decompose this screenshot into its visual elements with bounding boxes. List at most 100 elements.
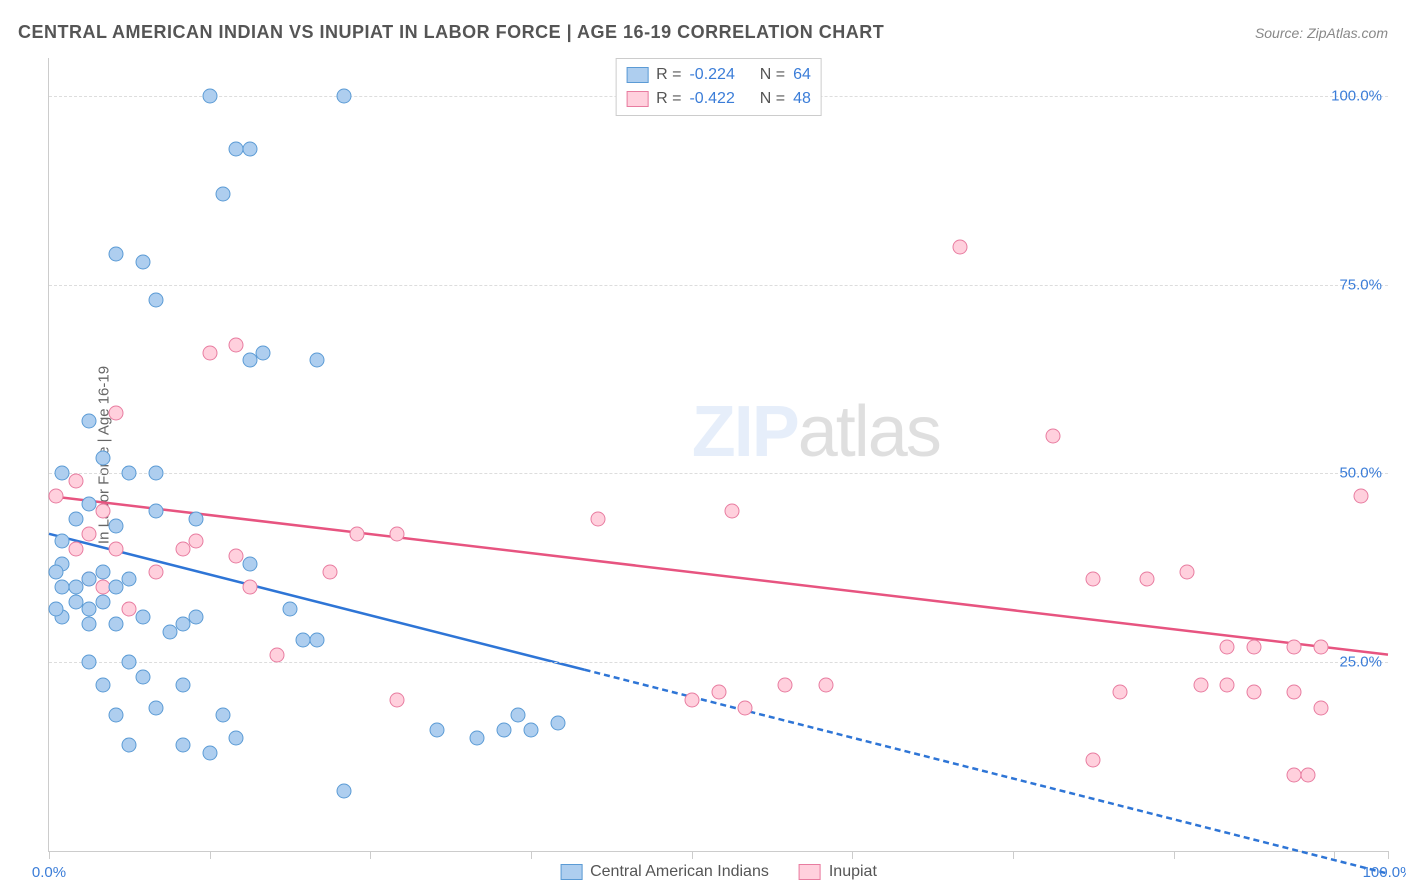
scatter-point-pink — [952, 239, 967, 254]
scatter-point-blue — [229, 730, 244, 745]
scatter-point-pink — [68, 541, 83, 556]
scatter-point-blue — [242, 141, 257, 156]
scatter-point-blue — [149, 292, 164, 307]
n-label: N = — [760, 63, 785, 87]
scatter-point-blue — [82, 602, 97, 617]
scatter-point-pink — [1287, 640, 1302, 655]
scatter-point-blue — [55, 466, 70, 481]
r-label: R = — [656, 87, 681, 111]
scatter-point-blue — [242, 557, 257, 572]
gridline-h — [49, 473, 1388, 474]
x-tick — [1388, 851, 1389, 859]
scatter-point-pink — [1086, 572, 1101, 587]
chart-area: In Labor Force | Age 16-19 25.0%50.0%75.… — [48, 58, 1388, 852]
legend-item-blue: Central American Indians — [560, 863, 769, 881]
scatter-point-pink — [189, 534, 204, 549]
scatter-point-blue — [149, 466, 164, 481]
scatter-point-blue — [108, 708, 123, 723]
r-value-pink: -0.422 — [689, 87, 734, 111]
scatter-point-pink — [1247, 685, 1262, 700]
chart-header: CENTRAL AMERICAN INDIAN VS INUPIAT IN LA… — [18, 22, 1388, 43]
x-tick — [49, 851, 50, 859]
chart-title: CENTRAL AMERICAN INDIAN VS INUPIAT IN LA… — [18, 22, 884, 43]
y-tick-label: 75.0% — [1339, 276, 1382, 293]
gridline-h — [49, 285, 1388, 286]
scatter-point-blue — [497, 723, 512, 738]
trend-lines-svg — [49, 58, 1388, 851]
scatter-point-pink — [95, 504, 110, 519]
scatter-point-pink — [1287, 685, 1302, 700]
scatter-point-blue — [189, 511, 204, 526]
legend-label-blue: Central American Indians — [590, 863, 769, 881]
swatch-pink — [799, 864, 821, 880]
scatter-point-pink — [48, 489, 63, 504]
scatter-point-pink — [175, 541, 190, 556]
scatter-point-blue — [309, 353, 324, 368]
scatter-point-pink — [108, 541, 123, 556]
scatter-point-pink — [1193, 677, 1208, 692]
y-tick-label: 25.0% — [1339, 654, 1382, 671]
trend-line — [585, 670, 1388, 874]
swatch-blue — [560, 864, 582, 880]
n-value-pink: 48 — [793, 87, 811, 111]
scatter-point-pink — [1086, 753, 1101, 768]
scatter-point-blue — [336, 783, 351, 798]
scatter-point-pink — [1046, 428, 1061, 443]
scatter-point-pink — [349, 526, 364, 541]
plot-region: 25.0%50.0%75.0%100.0%0.0%100.0% — [49, 58, 1388, 851]
scatter-point-pink — [1220, 677, 1235, 692]
scatter-point-pink — [68, 473, 83, 488]
scatter-point-pink — [684, 692, 699, 707]
swatch-pink — [626, 91, 648, 107]
scatter-point-pink — [149, 564, 164, 579]
x-tick — [852, 851, 853, 859]
scatter-point-blue — [524, 723, 539, 738]
scatter-point-pink — [1113, 685, 1128, 700]
scatter-point-blue — [216, 186, 231, 201]
scatter-point-blue — [122, 655, 137, 670]
scatter-point-blue — [68, 579, 83, 594]
scatter-point-pink — [1139, 572, 1154, 587]
stats-legend-box: R = -0.224 N = 64 R = -0.422 N = 48 — [615, 58, 822, 116]
n-value-blue: 64 — [793, 63, 811, 87]
scatter-point-pink — [711, 685, 726, 700]
x-tick — [1334, 851, 1335, 859]
scatter-point-blue — [95, 594, 110, 609]
scatter-point-blue — [175, 738, 190, 753]
scatter-point-blue — [309, 632, 324, 647]
swatch-blue — [626, 67, 648, 83]
scatter-point-blue — [68, 511, 83, 526]
scatter-point-pink — [323, 564, 338, 579]
scatter-point-blue — [135, 254, 150, 269]
scatter-point-pink — [1354, 489, 1369, 504]
scatter-point-blue — [202, 88, 217, 103]
scatter-point-blue — [108, 579, 123, 594]
scatter-point-blue — [242, 353, 257, 368]
scatter-point-blue — [430, 723, 445, 738]
x-tick — [1174, 851, 1175, 859]
x-tick-label: 0.0% — [32, 864, 66, 881]
n-label: N = — [760, 87, 785, 111]
scatter-point-blue — [550, 715, 565, 730]
scatter-point-pink — [1300, 768, 1315, 783]
x-tick — [370, 851, 371, 859]
scatter-point-blue — [135, 670, 150, 685]
scatter-point-pink — [1220, 640, 1235, 655]
legend-item-pink: Inupiat — [799, 863, 877, 881]
scatter-point-blue — [48, 602, 63, 617]
scatter-point-blue — [95, 451, 110, 466]
scatter-point-blue — [189, 609, 204, 624]
scatter-point-pink — [1180, 564, 1195, 579]
scatter-point-pink — [108, 405, 123, 420]
series-legend: Central American Indians Inupiat — [560, 863, 877, 881]
scatter-point-blue — [149, 504, 164, 519]
scatter-point-pink — [818, 677, 833, 692]
scatter-point-blue — [202, 745, 217, 760]
scatter-point-pink — [242, 579, 257, 594]
scatter-point-blue — [149, 700, 164, 715]
scatter-point-blue — [82, 572, 97, 587]
r-value-blue: -0.224 — [689, 63, 734, 87]
scatter-point-blue — [175, 617, 190, 632]
x-tick — [531, 851, 532, 859]
scatter-point-blue — [55, 534, 70, 549]
